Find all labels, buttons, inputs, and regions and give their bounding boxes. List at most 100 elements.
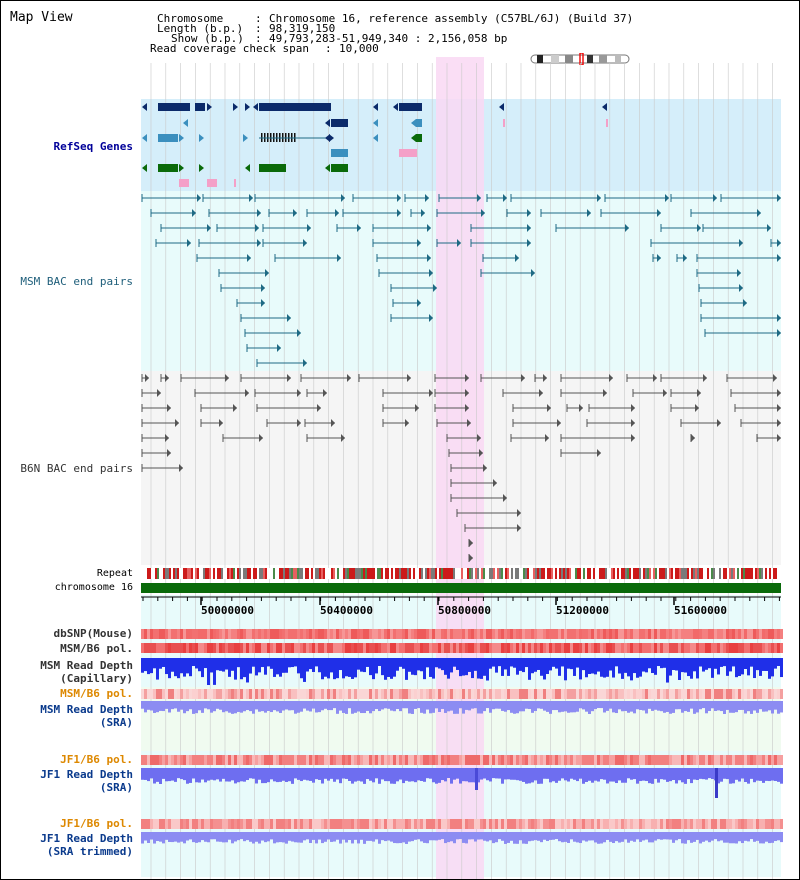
polymorphism-bin [225, 755, 228, 765]
polymorphism-bin [462, 689, 465, 699]
read-depth-bin [543, 832, 546, 840]
repeat-segment [431, 568, 433, 579]
read-depth-bin [438, 658, 441, 669]
track-label-b6n-bac[interactable]: B6N BAC end pairs [20, 462, 133, 475]
polymorphism-bin [480, 643, 483, 653]
read-depth-bin [189, 768, 192, 783]
polymorphism-bin [513, 629, 516, 639]
read-depth-bin [528, 658, 531, 680]
polymorphism-bin [702, 629, 705, 639]
polymorphism-bin [576, 819, 579, 829]
polymorphism-bin [273, 689, 276, 699]
b6n-bac-pair [165, 374, 169, 382]
polymorphism-bin [303, 643, 306, 653]
read-depth-bin [546, 832, 549, 842]
read-depth-bin [486, 658, 489, 681]
polymorphism-bin [447, 689, 450, 699]
repeat-segment [465, 568, 467, 579]
repeat-segment [567, 568, 569, 579]
read-depth-bin [663, 832, 666, 840]
read-depth-bin [438, 768, 441, 783]
read-depth-bin [594, 832, 597, 843]
polymorphism-bin [201, 643, 204, 653]
read-depth-bin [624, 701, 627, 712]
read-depth-bin [342, 832, 345, 840]
read-depth-bin [435, 832, 438, 841]
read-depth-bin [633, 701, 636, 714]
polymorphism-bin [531, 629, 534, 639]
polymorphism-bin [210, 643, 213, 653]
repeat-segment [145, 568, 147, 579]
read-depth-bin [333, 701, 336, 709]
polymorphism-bin [348, 643, 351, 653]
msm-bac-pair [457, 239, 461, 247]
polymorphism-bin [549, 629, 552, 639]
polymorphism-bin [702, 643, 705, 653]
read-depth-bin [531, 701, 534, 713]
polymorphism-bin [240, 689, 243, 699]
polymorphism-bin [372, 629, 375, 639]
polymorphism-bin [513, 689, 516, 699]
repeat-segment [471, 568, 473, 579]
polymorphism-bin [675, 643, 678, 653]
read-depth-bin [471, 768, 474, 783]
repeat-segment [359, 568, 361, 579]
polymorphism-bin [666, 689, 669, 699]
track-label-jf1-read-depth-sra: JF1 Read Depth [40, 768, 133, 781]
gene-strand-arrow [245, 164, 250, 172]
read-depth-bin [486, 832, 489, 842]
read-depth-bin [555, 832, 558, 840]
polymorphism-bin [780, 689, 783, 699]
polymorphism-bin [708, 643, 711, 653]
polymorphism-bin [171, 629, 174, 639]
read-depth-bin [546, 701, 549, 712]
polymorphism-bin [186, 689, 189, 699]
read-depth-bin [594, 701, 597, 710]
polymorphism-bin [393, 819, 396, 829]
read-depth-bin [453, 701, 456, 714]
polymorphism-bin [498, 755, 501, 765]
read-depth-bin [327, 701, 330, 711]
chromosome-ideogram[interactable] [529, 53, 631, 65]
polymorphism-bin [180, 755, 183, 765]
polymorphism-bin [693, 629, 696, 639]
read-depth-bin [348, 832, 351, 841]
polymorphism-bin [465, 755, 468, 765]
polymorphism-bin [705, 689, 708, 699]
track-label-msm-bac[interactable]: MSM BAC end pairs [20, 275, 133, 288]
repeat-segment [321, 568, 323, 579]
track-label-refseq[interactable]: RefSeq Genes [53, 140, 133, 153]
repeat-segment [721, 568, 723, 579]
polymorphism-bin [159, 643, 162, 653]
read-depth-bin [537, 701, 540, 709]
chromosome-sep: : [255, 12, 262, 25]
b6n-bac-pair [631, 434, 635, 442]
msm-bac-pair [207, 224, 211, 232]
msm-bac-pair [743, 299, 747, 307]
polymorphism-bin [603, 643, 606, 653]
read-depth-bin [774, 658, 777, 669]
repeat-segment [777, 568, 779, 579]
repeat-segment [537, 568, 539, 579]
polymorphism-bin [168, 643, 171, 653]
read-depth-bin [549, 832, 552, 840]
repeat-segment [435, 568, 437, 579]
polymorphism-bin [252, 629, 255, 639]
polymorphism-bin [771, 629, 774, 639]
read-depth-bin [426, 701, 429, 710]
read-depth-bin [615, 701, 618, 714]
polymorphism-bin [213, 629, 216, 639]
polymorphism-bin [324, 643, 327, 653]
polymorphism-bin [270, 689, 273, 699]
polymorphism-bin [765, 643, 768, 653]
polymorphism-bin [777, 689, 780, 699]
polymorphism-bin [342, 819, 345, 829]
read-depth-bin [594, 768, 597, 781]
polymorphism-bin [555, 643, 558, 653]
read-depth-bin [762, 832, 765, 844]
read-depth-bin [321, 701, 324, 711]
read-depth-bin [270, 832, 273, 840]
polymorphism-bin [735, 755, 738, 765]
read-depth-bin [492, 768, 495, 779]
